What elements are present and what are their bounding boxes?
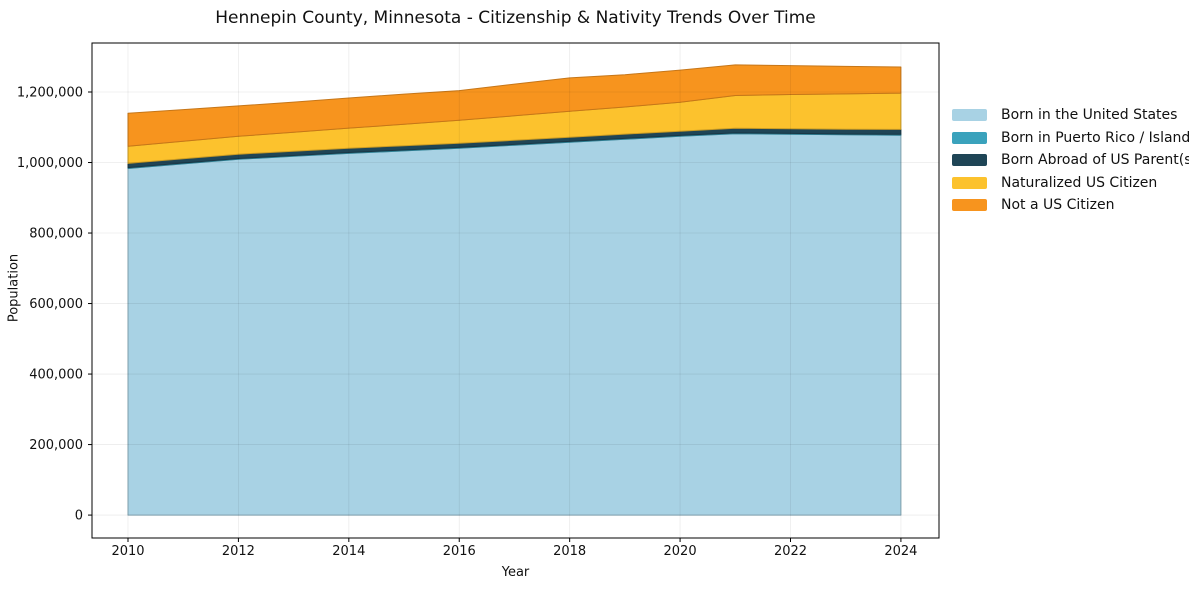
y-tick-label: 0 [75, 509, 83, 524]
legend-label: Born in the United States [1001, 107, 1178, 124]
legend-item: Born in Puerto Rico / Islands [952, 127, 1189, 150]
area-series-0 [127, 133, 902, 516]
x-tick-label: 2022 [774, 544, 807, 559]
legend: Born in the United States Born in Puerto … [952, 104, 1189, 217]
y-tick-label: 600,000 [29, 297, 83, 312]
axes-box [91, 42, 940, 539]
x-tick-label: 2012 [222, 544, 255, 559]
legend-item: Not a US Citizen [952, 194, 1189, 217]
legend-item: Born in the United States [952, 104, 1189, 127]
legend-item: Born Abroad of US Parent(s) [952, 149, 1189, 172]
x-axis-label: Year [501, 565, 530, 580]
x-tick-label: 2014 [332, 544, 365, 559]
legend-swatch [952, 109, 987, 122]
y-tick-label: 400,000 [29, 368, 83, 383]
legend-swatch [952, 131, 987, 144]
legend-swatch [952, 176, 987, 189]
x-tick-label: 2024 [884, 544, 917, 559]
legend-item: Naturalized US Citizen [952, 172, 1189, 195]
y-tick-label: 200,000 [29, 438, 83, 453]
chart-title: Hennepin County, Minnesota - Citizenship… [215, 8, 816, 28]
legend-label: Born Abroad of US Parent(s) [1001, 152, 1189, 169]
x-tick-label: 2020 [664, 544, 697, 559]
y-tick-label: 800,000 [29, 227, 83, 242]
x-tick-label: 2010 [111, 544, 144, 559]
y-tick-label: 1,200,000 [17, 86, 83, 101]
legend-label: Born in Puerto Rico / Islands [1001, 129, 1189, 146]
y-tick-label: 1,000,000 [17, 156, 83, 171]
legend-label: Not a US Citizen [1001, 197, 1115, 214]
area-series-4 [127, 64, 902, 147]
legend-swatch [952, 154, 987, 167]
x-tick-label: 2016 [443, 544, 476, 559]
x-tick-label: 2018 [553, 544, 586, 559]
legend-swatch [952, 199, 987, 212]
legend-label: Naturalized US Citizen [1001, 174, 1158, 191]
